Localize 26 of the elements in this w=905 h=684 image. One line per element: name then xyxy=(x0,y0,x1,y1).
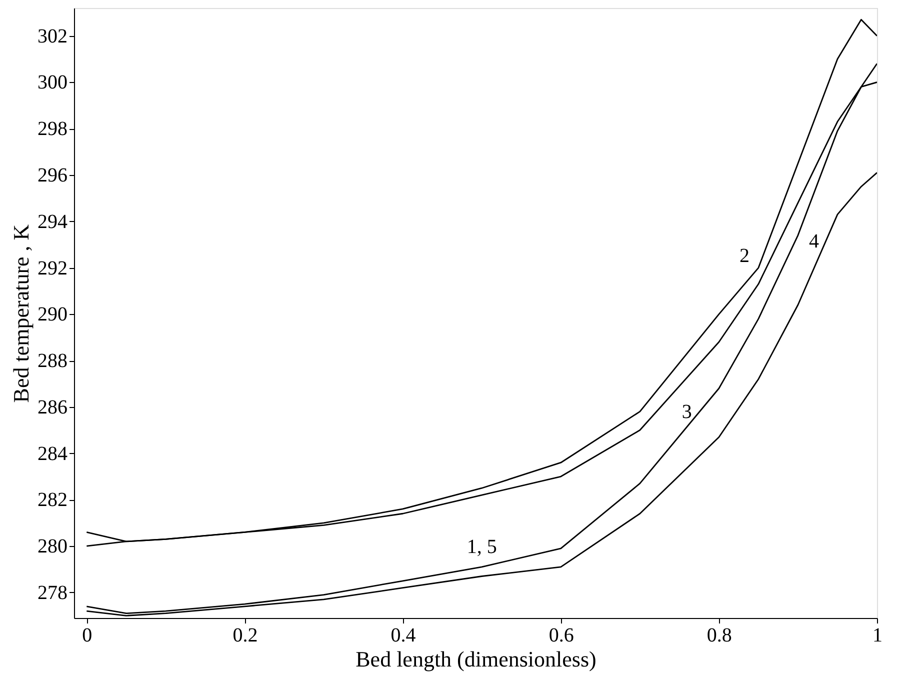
y-axis-title: Bed temperature , K xyxy=(8,224,34,403)
y-tick-label: 298 xyxy=(38,118,68,140)
y-tick-label: 282 xyxy=(38,489,68,512)
annotation: 2 xyxy=(739,244,750,267)
x-tick-label: 1 xyxy=(872,624,882,646)
annotation: 3 xyxy=(682,401,692,424)
annotation: 1, 5 xyxy=(466,536,497,558)
x-tick-label: 0.8 xyxy=(706,624,732,646)
y-tick-label: 278 xyxy=(38,582,68,604)
x-tick-label: 0.4 xyxy=(390,624,416,646)
y-tick-label: 284 xyxy=(38,442,68,465)
line-series xyxy=(86,62,877,614)
y-tick-label: 280 xyxy=(38,536,68,558)
x-axis-title: Bed length (dimensionless) xyxy=(356,646,596,672)
y-tick-label: 288 xyxy=(38,350,68,372)
x-tick-label: 0.2 xyxy=(232,624,258,646)
y-tick-label: 290 xyxy=(38,304,68,326)
x-tick-label: 0.6 xyxy=(548,624,574,646)
y-tick-label: 294 xyxy=(38,210,68,233)
y-tick-label: 292 xyxy=(38,257,68,280)
annotation: 4 xyxy=(808,230,819,252)
y-tick-label: 300 xyxy=(38,72,68,94)
x-tick-label: 0 xyxy=(82,624,92,646)
y-tick-label: 296 xyxy=(38,164,68,186)
y-tick-label: 286 xyxy=(38,396,68,418)
y-tick-label: 302 xyxy=(38,25,68,48)
